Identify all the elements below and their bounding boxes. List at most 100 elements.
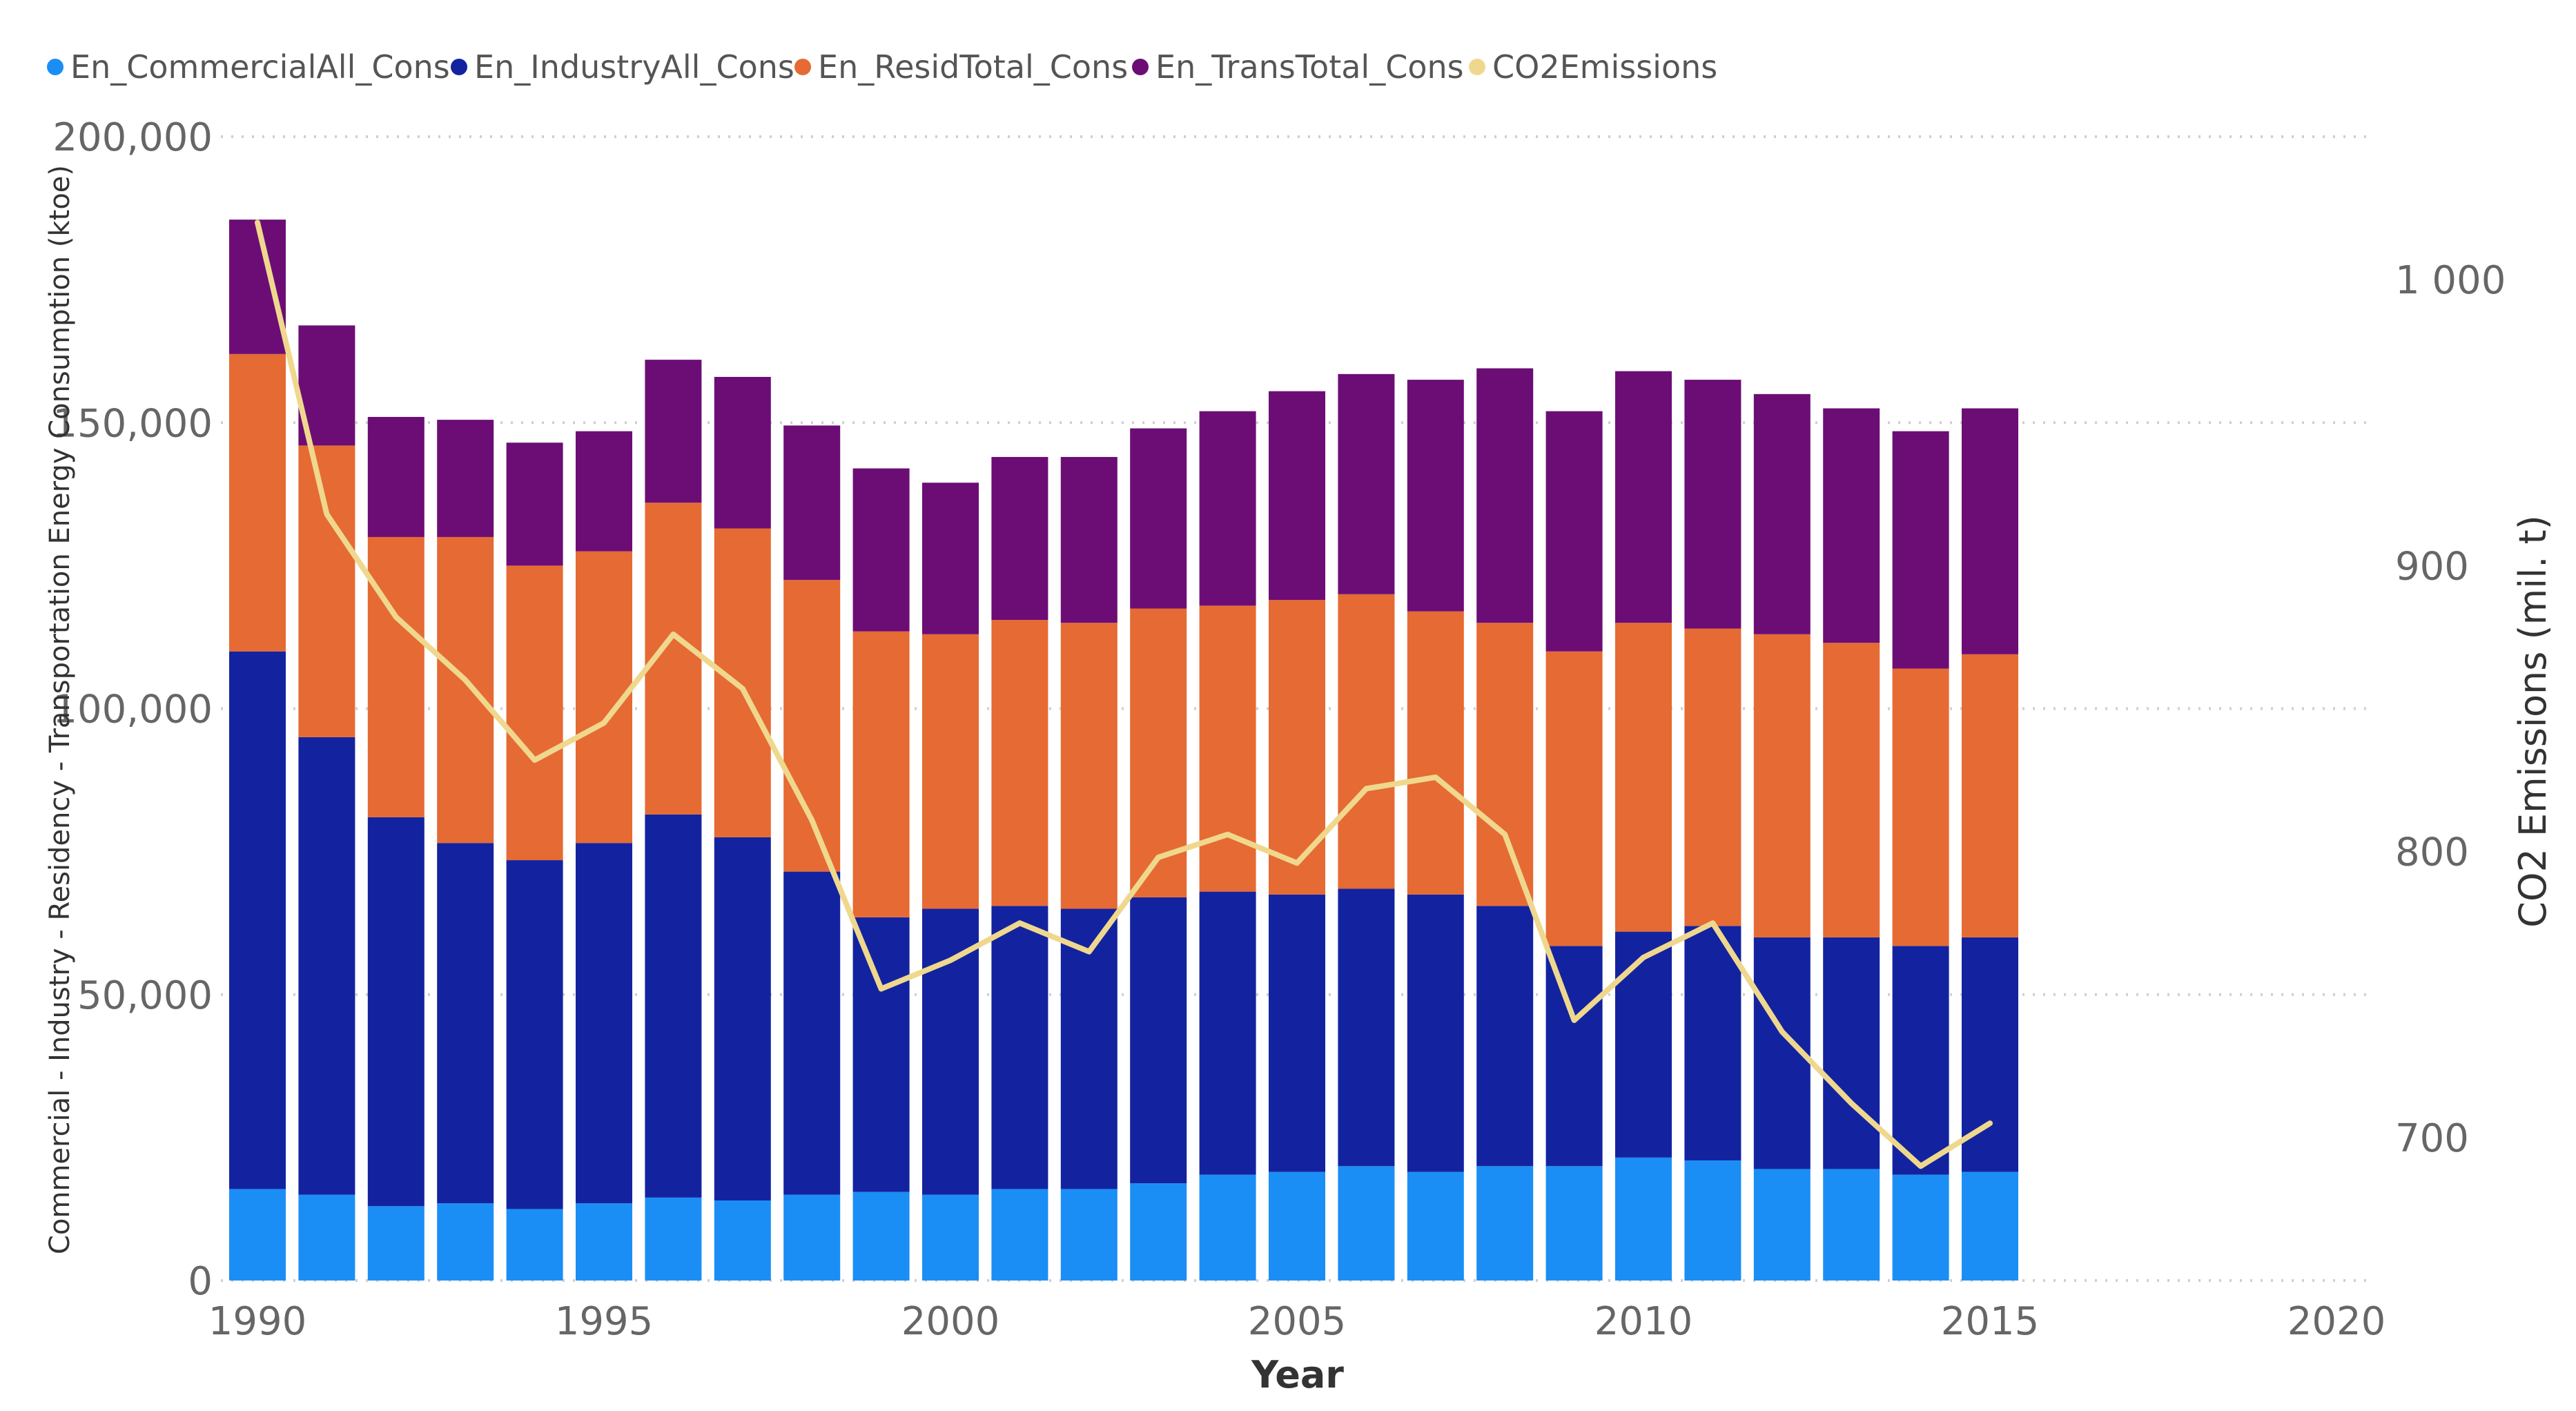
bar-En_ResidTotal_Cons-2004 (1199, 605, 1256, 892)
bar-En_CommercialAll_Cons-2002 (1060, 1189, 1118, 1281)
y-tick-label: 100,000 (52, 688, 213, 732)
bar-En_IndustryAll_Cons-1998 (783, 871, 841, 1195)
bar-En_CommercialAll_Cons-2006 (1338, 1166, 1395, 1281)
legend-marker (451, 59, 467, 75)
y2-tick-label: 700 (2395, 1116, 2469, 1161)
bar-En_CommercialAll_Cons-2010 (1615, 1157, 1672, 1281)
bar-En_IndustryAll_Cons-1994 (506, 860, 563, 1209)
x-tick-label: 2010 (1594, 1299, 1693, 1344)
bar-En_TransTotal_Cons-2009 (1545, 411, 1603, 652)
bar-En_IndustryAll_Cons-1990 (229, 651, 286, 1189)
bar-En_CommercialAll_Cons-2007 (1407, 1171, 1464, 1281)
bar-En_CommercialAll_Cons-2011 (1684, 1160, 1741, 1281)
bar-En_TransTotal_Cons-1994 (506, 442, 563, 566)
bar-En_ResidTotal_Cons-1998 (783, 580, 841, 872)
bar-En_CommercialAll_Cons-1994 (506, 1209, 563, 1281)
bar-En_CommercialAll_Cons-2015 (1962, 1171, 2018, 1281)
bar-En_IndustryAll_Cons-2014 (1892, 946, 1949, 1175)
legend-label: En_ResidTotal_Cons (818, 48, 1128, 86)
bar-En_CommercialAll_Cons-2003 (1130, 1183, 1187, 1281)
bar-En_ResidTotal_Cons-2007 (1407, 611, 1464, 895)
x-tick-label: 1995 (555, 1299, 654, 1344)
bar-En_ResidTotal_Cons-2006 (1338, 594, 1395, 889)
y-axis-title: Commercial - Industry - Residency - Tran… (44, 165, 76, 1254)
bar-En_TransTotal_Cons-2001 (991, 456, 1048, 621)
bar-En_IndustryAll_Cons-1996 (645, 814, 702, 1198)
legend-label: CO2Emissions (1492, 48, 1717, 86)
bar-En_IndustryAll_Cons-2001 (991, 906, 1048, 1189)
y-tick-label: 200,000 (52, 115, 213, 160)
bar-En_TransTotal_Cons-1997 (714, 376, 771, 529)
bar-En_IndustryAll_Cons-1999 (852, 917, 910, 1192)
legend-marker (47, 59, 64, 75)
bar-En_TransTotal_Cons-2011 (1684, 380, 1741, 629)
x-tick-label: 1990 (208, 1299, 307, 1344)
bar-En_IndustryAll_Cons-1995 (576, 843, 632, 1204)
y2-tick-label: 1 000 (2395, 258, 2506, 303)
bar-En_ResidTotal_Cons-1993 (437, 536, 494, 844)
bar-En_ResidTotal_Cons-2001 (991, 620, 1048, 906)
legend-label: En_TransTotal_Cons (1155, 48, 1464, 86)
bar-En_IndustryAll_Cons-2013 (1823, 937, 1880, 1169)
bar-En_ResidTotal_Cons-2011 (1684, 628, 1741, 926)
y2-tick-label: 800 (2395, 830, 2469, 875)
bar-En_ResidTotal_Cons-2009 (1545, 651, 1603, 946)
bar-En_TransTotal_Cons-2004 (1199, 411, 1256, 606)
bar-En_ResidTotal_Cons-1994 (506, 565, 563, 861)
bar-En_TransTotal_Cons-1995 (576, 431, 632, 552)
bar-En_ResidTotal_Cons-2013 (1823, 643, 1880, 937)
x-tick-label: 2005 (1248, 1299, 1347, 1344)
bar-En_TransTotal_Cons-2003 (1130, 428, 1187, 609)
bar-En_ResidTotal_Cons-2005 (1269, 600, 1325, 895)
co2-line-series (255, 220, 1993, 1169)
legend-item-En_CommercialAll_Cons: En_CommercialAll_Cons (47, 48, 450, 86)
bar-En_TransTotal_Cons-2014 (1892, 431, 1949, 669)
bar-En_IndustryAll_Cons-2008 (1476, 906, 1534, 1167)
bar-En_ResidTotal_Cons-2012 (1753, 634, 1811, 937)
x-axis-ticks: 1990 1995 2000 2005 2010 2015 2020 (208, 1299, 2386, 1344)
bar-En_CommercialAll_Cons-1997 (714, 1200, 771, 1281)
bar-En_ResidTotal_Cons-2000 (922, 634, 979, 909)
bar-En_ResidTotal_Cons-1991 (298, 445, 355, 737)
bar-En_IndustryAll_Cons-2005 (1269, 894, 1325, 1172)
bar-En_CommercialAll_Cons-2013 (1823, 1169, 1880, 1281)
bar-En_ResidTotal_Cons-2014 (1892, 668, 1949, 946)
bar-En_TransTotal_Cons-1996 (645, 360, 702, 503)
x-tick-label: 2020 (2287, 1299, 2386, 1344)
bar-En_TransTotal_Cons-1998 (783, 425, 841, 581)
bar-En_TransTotal_Cons-1990 (229, 220, 286, 354)
bar-En_IndustryAll_Cons-2006 (1338, 888, 1395, 1167)
bar-En_TransTotal_Cons-2000 (922, 483, 979, 634)
bar-En_CommercialAll_Cons-2012 (1753, 1169, 1811, 1281)
bar-En_IndustryAll_Cons-2004 (1199, 891, 1256, 1175)
bar-En_IndustryAll_Cons-2000 (922, 908, 979, 1195)
legend-item-En_IndustryAll_Cons: En_IndustryAll_Cons (451, 48, 794, 86)
y2-axis-ticks: 700 800 900 1 000 (2395, 258, 2506, 1161)
bar-En_IndustryAll_Cons-1993 (437, 843, 494, 1204)
line-CO2Emissions (255, 220, 1993, 1169)
bar-En_CommercialAll_Cons-1998 (783, 1194, 841, 1281)
bar-En_ResidTotal_Cons-2015 (1962, 654, 2018, 937)
bar-En_IndustryAll_Cons-2003 (1130, 897, 1187, 1184)
bar-En_TransTotal_Cons-2002 (1060, 456, 1118, 623)
bar-En_CommercialAll_Cons-1992 (367, 1206, 425, 1281)
bar-En_ResidTotal_Cons-1992 (367, 536, 425, 817)
x-tick-label: 2000 (901, 1299, 1000, 1344)
bar-En_IndustryAll_Cons-2002 (1060, 908, 1118, 1189)
legend-item-CO2Emissions: CO2Emissions (1469, 48, 1717, 86)
bar-En_IndustryAll_Cons-2011 (1684, 926, 1741, 1161)
y2-tick-label: 900 (2395, 544, 2469, 589)
bar-En_ResidTotal_Cons-1999 (852, 631, 910, 917)
bar-En_ResidTotal_Cons-2002 (1060, 623, 1118, 909)
legend-item-En_ResidTotal_Cons: En_ResidTotal_Cons (794, 48, 1128, 86)
bar-En_IndustryAll_Cons-2010 (1615, 931, 1672, 1158)
bar-En_TransTotal_Cons-2015 (1962, 408, 2018, 654)
bar-En_CommercialAll_Cons-1999 (852, 1191, 910, 1281)
y-tick-label: 0 (188, 1259, 213, 1304)
y2-axis-title: CO2 Emissions (mil. t) (2511, 515, 2555, 928)
y-tick-label: 150,000 (52, 401, 213, 446)
bar-En_CommercialAll_Cons-2008 (1476, 1166, 1534, 1281)
bar-En_CommercialAll_Cons-2009 (1545, 1166, 1603, 1281)
bar-En_CommercialAll_Cons-1991 (298, 1194, 355, 1281)
